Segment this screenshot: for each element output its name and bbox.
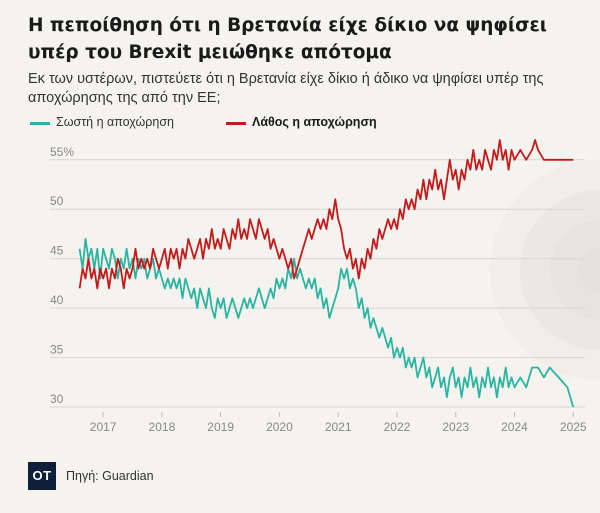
series-line-right: [78, 238, 575, 408]
legend-swatch-wrong: [226, 122, 246, 125]
y-tick-label: 40: [50, 293, 64, 307]
y-tick-label: 50: [50, 194, 64, 208]
y-tick-label: 45: [50, 244, 64, 258]
source-label: Πηγή: Guardian: [66, 469, 154, 483]
y-axis-ticks: 30 35 40 45 50 55%: [50, 145, 74, 406]
legend-label-right: Σωστή η αποχώρηση: [56, 115, 174, 129]
chart-title: Η πεποίθηση ότι η Βρετανία είχε δίκιο να…: [28, 15, 548, 63]
x-tick-label: 2025: [560, 420, 587, 434]
x-tick-label: 2021: [325, 420, 352, 434]
x-tick-label: 2023: [442, 420, 469, 434]
legend-swatch-right: [30, 122, 50, 125]
series-lines: [78, 139, 575, 408]
decor-circle: [550, 220, 600, 320]
series-line-wrong: [78, 139, 574, 290]
decor-circle: [490, 160, 600, 380]
ot-logo: OT: [28, 462, 56, 490]
x-tick-label: 2018: [149, 420, 176, 434]
y-tick-label: 55%: [50, 145, 74, 159]
x-tick-label: 2017: [90, 420, 117, 434]
decor-circle: [520, 190, 600, 350]
y-tick-label: 35: [50, 343, 64, 357]
y-tick-label: 30: [50, 392, 64, 406]
x-axis-ticks: 2017 2018 2019 2020 2021 2022 2023 2024 2025: [90, 412, 587, 434]
x-tick-label: 2024: [501, 420, 528, 434]
chart-subtitle: Εκ των υστέρων, πιστεύετε ότι η Βρετανία…: [28, 71, 544, 106]
x-tick-label: 2019: [207, 420, 234, 434]
x-tick-label: 2020: [266, 420, 293, 434]
legend-label-wrong: Λάθος η αποχώρηση: [252, 115, 377, 129]
decorative-circles: [490, 160, 600, 380]
x-tick-label: 2022: [384, 420, 411, 434]
